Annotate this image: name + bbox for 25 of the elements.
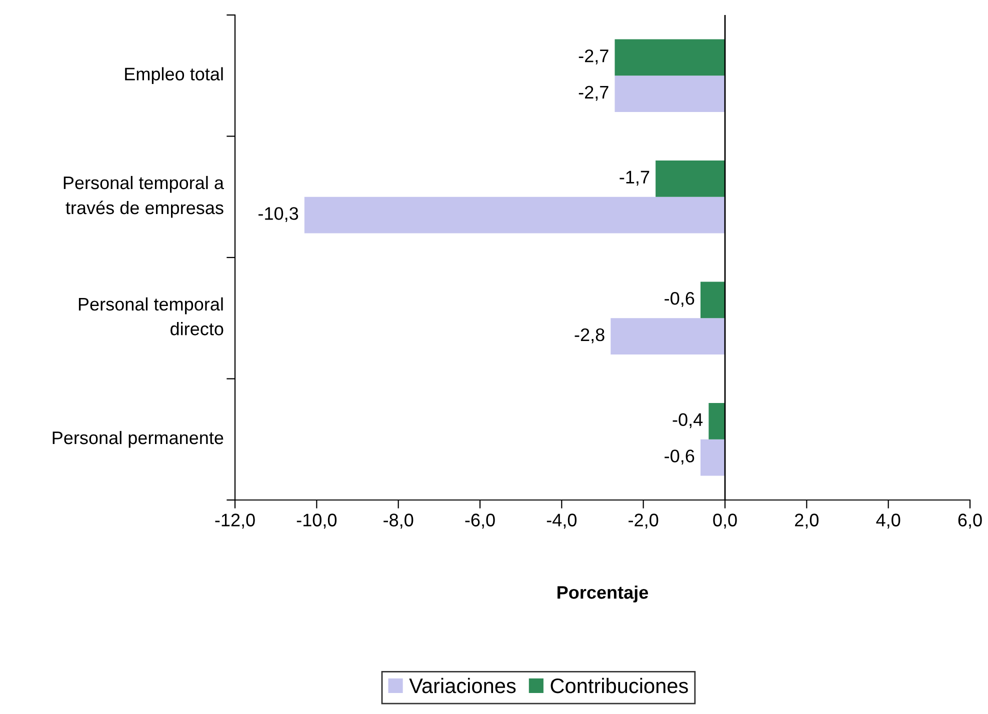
- x-tick-label: -12,0: [215, 514, 255, 529]
- data-label: -2,7: [578, 50, 608, 64]
- legend-label: Contribuciones: [550, 678, 688, 694]
- x-axis-title: Porcentaje: [558, 586, 648, 602]
- x-tick-label: 0,0: [713, 514, 737, 529]
- x-tick-label: 2,0: [795, 514, 819, 529]
- data-label: -0,6: [664, 292, 694, 307]
- data-label: -10,3: [258, 207, 298, 222]
- data-label: -1,7: [620, 170, 650, 186]
- x-tick-label: -8,0: [384, 514, 414, 529]
- y-tick-label: Personal temporal a través de empresas: [64, 176, 224, 218]
- data-label: -0,6: [664, 450, 694, 465]
- x-tick-label: -4,0: [546, 514, 577, 529]
- x-tick-label: -2,0: [628, 514, 658, 529]
- legend-label: Variaciones: [409, 678, 516, 694]
- data-label: -2,7: [578, 86, 608, 101]
- y-tick-label: Personal permanente: [52, 430, 224, 448]
- y-tick-label: Empleo total: [125, 67, 223, 84]
- x-tick-label: 4,0: [876, 514, 900, 529]
- data-label: -2,8: [574, 328, 604, 344]
- y-tick-label: Personal temporal directo: [78, 297, 224, 336]
- data-label: -0,4: [672, 413, 703, 428]
- x-tick-label: -10,0: [296, 514, 337, 529]
- x-tick-label: 6,0: [958, 514, 982, 529]
- x-tick-label: -6,0: [465, 514, 495, 529]
